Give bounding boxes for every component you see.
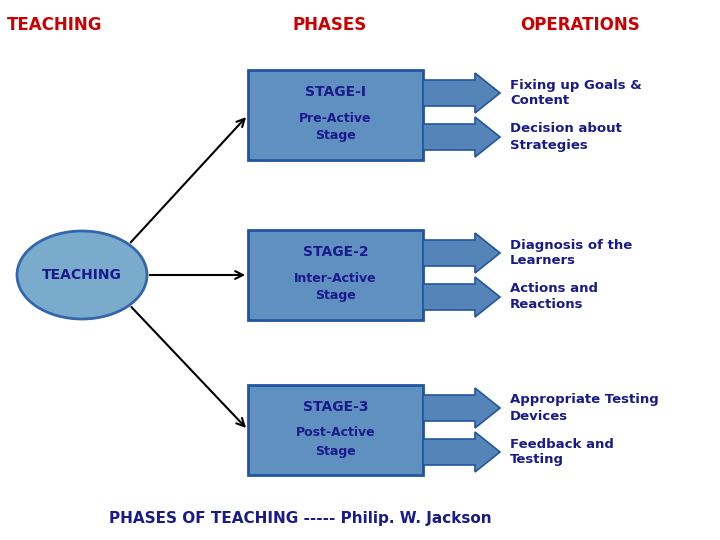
Text: STAGE-3: STAGE-3 bbox=[302, 400, 368, 414]
Polygon shape bbox=[423, 117, 500, 157]
Polygon shape bbox=[423, 432, 500, 472]
Polygon shape bbox=[423, 73, 500, 113]
Polygon shape bbox=[423, 233, 500, 273]
Text: STAGE-I: STAGE-I bbox=[305, 85, 366, 99]
Text: Diagnosis of the
Learners: Diagnosis of the Learners bbox=[510, 239, 632, 267]
Text: PHASES OF TEACHING ----- Philip. W. Jackson: PHASES OF TEACHING ----- Philip. W. Jack… bbox=[109, 510, 491, 525]
Polygon shape bbox=[423, 277, 500, 317]
Text: Decision about
Strategies: Decision about Strategies bbox=[510, 123, 622, 152]
Text: Actions and
Reactions: Actions and Reactions bbox=[510, 282, 598, 312]
Text: OPERATIONS: OPERATIONS bbox=[520, 16, 640, 34]
Text: Inter-Active
Stage: Inter-Active Stage bbox=[294, 272, 377, 302]
FancyBboxPatch shape bbox=[248, 385, 423, 475]
Text: Post-Active
Stage: Post-Active Stage bbox=[296, 427, 375, 457]
Text: PHASES: PHASES bbox=[293, 16, 367, 34]
Polygon shape bbox=[423, 388, 500, 428]
Text: Appropriate Testing
Devices: Appropriate Testing Devices bbox=[510, 394, 659, 422]
Text: Pre-Active
Stage: Pre-Active Stage bbox=[300, 111, 372, 143]
Text: Fixing up Goals &
Content: Fixing up Goals & Content bbox=[510, 78, 642, 107]
FancyBboxPatch shape bbox=[248, 230, 423, 320]
FancyBboxPatch shape bbox=[248, 70, 423, 160]
Text: TEACHING: TEACHING bbox=[42, 268, 122, 282]
Ellipse shape bbox=[17, 231, 147, 319]
Text: TEACHING: TEACHING bbox=[7, 16, 103, 34]
Text: Feedback and
Testing: Feedback and Testing bbox=[510, 437, 614, 467]
Text: STAGE-2: STAGE-2 bbox=[302, 245, 369, 259]
